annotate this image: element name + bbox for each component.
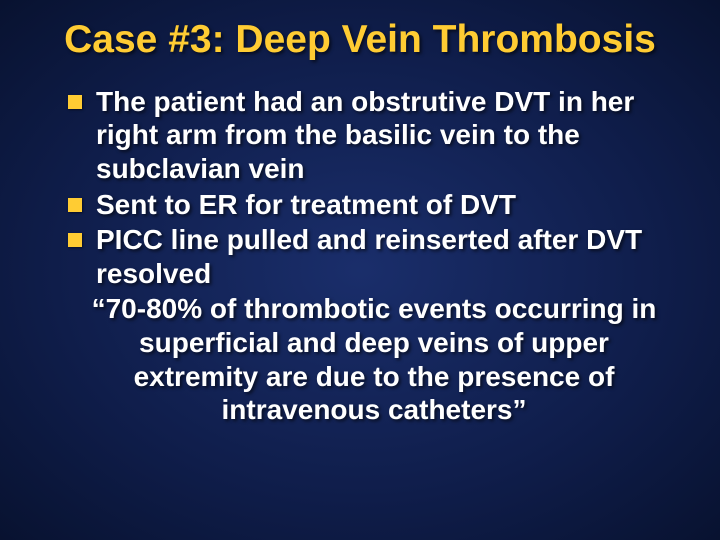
bullet-item: PICC line pulled and reinserted after DV… bbox=[68, 223, 680, 290]
slide-container: Case #3: Deep Vein Thrombosis The patien… bbox=[0, 0, 720, 540]
bullet-text: The patient had an obstrutive DVT in her… bbox=[96, 85, 680, 186]
quote-text: “70-80% of thrombotic events occurring i… bbox=[68, 292, 680, 426]
bullet-item: The patient had an obstrutive DVT in her… bbox=[68, 85, 680, 186]
bullet-text: PICC line pulled and reinserted after DV… bbox=[96, 223, 680, 290]
square-bullet-icon bbox=[68, 95, 82, 109]
slide-title: Case #3: Deep Vein Thrombosis bbox=[30, 18, 690, 63]
bullet-item: Sent to ER for treatment of DVT bbox=[68, 188, 680, 222]
square-bullet-icon bbox=[68, 233, 82, 247]
square-bullet-icon bbox=[68, 198, 82, 212]
bullet-text: Sent to ER for treatment of DVT bbox=[96, 188, 516, 222]
slide-body: The patient had an obstrutive DVT in her… bbox=[30, 85, 690, 427]
